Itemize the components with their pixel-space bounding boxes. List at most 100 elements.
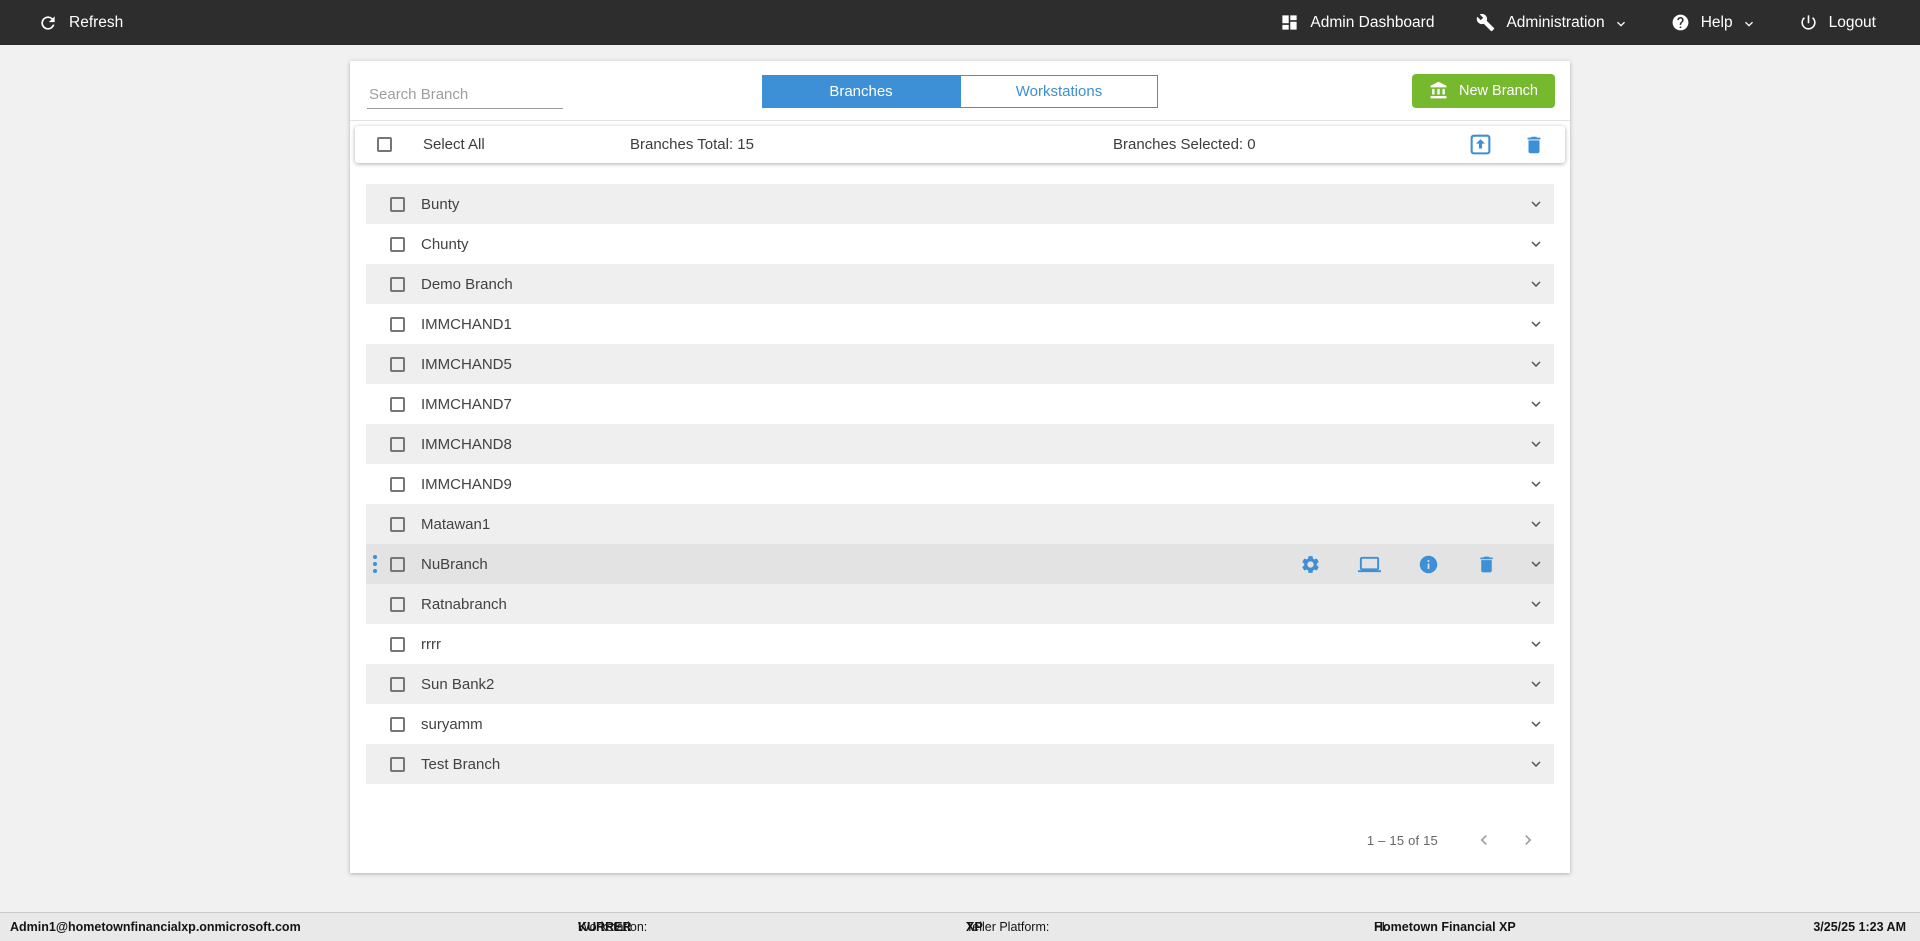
tab-workstations[interactable]: Workstations	[960, 75, 1158, 108]
branch-checkbox[interactable]	[390, 356, 405, 372]
select-all-checkbox[interactable]	[377, 137, 392, 152]
admin-dashboard-label: Admin Dashboard	[1310, 13, 1435, 31]
admin-dashboard-button[interactable]: Admin Dashboard	[1280, 13, 1434, 32]
branch-name: Matawan1	[421, 515, 491, 533]
branch-checkbox[interactable]	[390, 316, 405, 332]
chevron-down-icon[interactable]	[1524, 353, 1548, 375]
branch-info-button[interactable]	[1418, 554, 1439, 575]
branch-checkbox[interactable]	[390, 276, 405, 292]
branch-checkbox[interactable]	[390, 636, 405, 652]
branch-checkbox[interactable]	[390, 396, 405, 412]
branch-row[interactable]: Matawan1	[366, 504, 1554, 544]
logout-button[interactable]: Logout	[1799, 13, 1876, 32]
chevron-down-icon[interactable]	[1524, 753, 1548, 775]
card-header: Branches Workstations New Branch	[350, 61, 1570, 121]
branch-row[interactable]: suryamm	[366, 704, 1554, 744]
branch-row[interactable]: NuBranch	[366, 544, 1554, 584]
chevron-down-icon[interactable]	[1524, 673, 1548, 695]
branch-name: suryamm	[421, 715, 483, 733]
chevron-down-icon[interactable]	[1524, 393, 1548, 415]
branch-checkbox[interactable]	[390, 756, 405, 772]
help-label: Help	[1700, 13, 1733, 31]
branch-row[interactable]: IMMCHAND1	[366, 304, 1554, 344]
dashboard-icon	[1280, 13, 1299, 32]
chevron-down-icon[interactable]	[1524, 553, 1548, 575]
tab-branches[interactable]: Branches	[762, 75, 960, 108]
page-range: 1 – 15 of 15	[1366, 832, 1438, 848]
branch-name: NuBranch	[421, 555, 488, 573]
new-branch-button[interactable]: New Branch	[1412, 73, 1555, 108]
branch-row[interactable]: Sun Bank2	[366, 664, 1554, 704]
branch-settings-button[interactable]	[1300, 554, 1321, 575]
chevron-down-icon[interactable]	[1524, 313, 1548, 335]
branch-row[interactable]: IMMCHAND7	[366, 384, 1554, 424]
chevron-down-icon[interactable]	[1524, 633, 1548, 655]
gear-icon	[1302, 555, 1319, 573]
trash-icon	[1527, 136, 1541, 153]
branch-row[interactable]: rrrr	[366, 624, 1554, 664]
teller-platform-value: XP	[966, 920, 983, 934]
branch-delete-button[interactable]	[1476, 554, 1497, 575]
chevron-down-icon[interactable]	[1524, 713, 1548, 735]
upload-icon	[1470, 134, 1491, 155]
help-menu-button[interactable]: Help	[1671, 13, 1757, 32]
branch-name: Ratnabranch	[421, 595, 507, 613]
branch-checkbox[interactable]	[390, 476, 405, 492]
branch-row[interactable]: Bunty	[366, 184, 1554, 224]
branch-name: IMMCHAND7	[421, 395, 512, 413]
refresh-label: Refresh	[69, 13, 124, 31]
branch-checkbox[interactable]	[390, 556, 405, 572]
teller-platform-status: Teller Platform: XP	[966, 920, 1050, 934]
new-branch-label: New Branch	[1459, 82, 1538, 99]
branch-name: rrrr	[421, 635, 441, 653]
select-all[interactable]: Select All	[377, 136, 485, 153]
chevron-down-icon[interactable]	[1524, 593, 1548, 615]
branch-checkbox[interactable]	[390, 716, 405, 732]
logged-in-user: Admin1@hometownfinancialxp.onmicrosoft.c…	[10, 920, 301, 934]
wrench-icon	[1476, 13, 1495, 32]
branch-name: Chunty	[421, 235, 469, 253]
drag-handle-icon[interactable]	[369, 553, 381, 575]
branch-checkbox[interactable]	[390, 676, 405, 692]
branches-card: Branches Workstations New Branch Select …	[350, 61, 1570, 873]
branch-checkbox[interactable]	[390, 596, 405, 612]
status-footer: Admin1@hometownfinancialxp.onmicrosoft.c…	[0, 912, 1920, 941]
next-page-button[interactable]	[1518, 830, 1538, 850]
administration-menu-button[interactable]: Administration	[1476, 13, 1628, 32]
branch-row[interactable]: IMMCHAND5	[366, 344, 1554, 384]
branch-row[interactable]: IMMCHAND8	[366, 424, 1554, 464]
fi-status: FI: Hometown Financial XP	[1374, 920, 1516, 934]
branch-name: Sun Bank2	[421, 675, 495, 693]
branch-name: Bunty	[421, 195, 460, 213]
chevron-down-icon	[1613, 16, 1629, 32]
branch-name: Test Branch	[421, 755, 501, 773]
toolbar-actions	[1468, 132, 1545, 157]
search-branch-input[interactable]	[367, 80, 563, 109]
delete-selected-button[interactable]	[1523, 134, 1545, 156]
branch-checkbox[interactable]	[390, 236, 405, 252]
chevron-down-icon[interactable]	[1524, 473, 1548, 495]
branch-row[interactable]: Test Branch	[366, 744, 1554, 784]
info-icon	[1419, 555, 1438, 573]
chevron-down-icon[interactable]	[1524, 273, 1548, 295]
branch-row[interactable]: IMMCHAND9	[366, 464, 1554, 504]
branches-selected: Branches Selected: 0	[1113, 136, 1256, 153]
laptop-icon	[1358, 556, 1381, 572]
branch-workstations-button[interactable]	[1358, 553, 1381, 576]
chevron-down-icon[interactable]	[1524, 433, 1548, 455]
branch-name: IMMCHAND1	[421, 315, 512, 333]
upload-button[interactable]	[1468, 132, 1493, 157]
branch-row[interactable]: Chunty	[366, 224, 1554, 264]
chevron-down-icon[interactable]	[1524, 513, 1548, 535]
branch-checkbox[interactable]	[390, 436, 405, 452]
chevron-down-icon	[1741, 16, 1757, 32]
branch-checkbox[interactable]	[390, 516, 405, 532]
branch-row[interactable]: Ratnabranch	[366, 584, 1554, 624]
logout-label: Logout	[1828, 13, 1876, 31]
chevron-down-icon[interactable]	[1524, 193, 1548, 215]
branch-row[interactable]: Demo Branch	[366, 264, 1554, 304]
refresh-button[interactable]: Refresh	[38, 13, 123, 33]
chevron-down-icon[interactable]	[1524, 233, 1548, 255]
branch-checkbox[interactable]	[390, 196, 405, 212]
previous-page-button[interactable]	[1474, 830, 1494, 850]
